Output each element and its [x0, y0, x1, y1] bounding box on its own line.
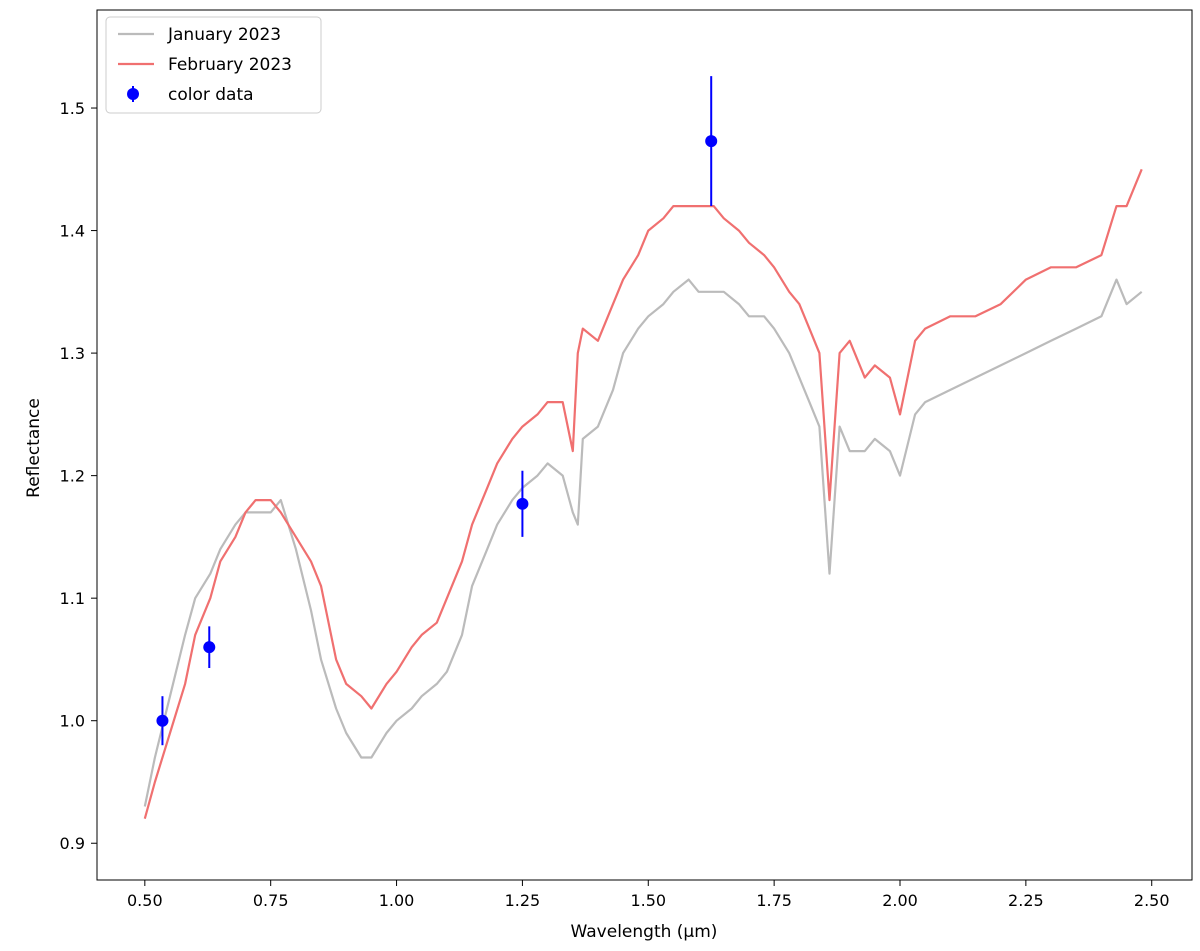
y-tick-label: 1.5 [60, 99, 85, 118]
x-tick-label: 2.00 [882, 891, 918, 910]
series-line-january [143, 278, 1143, 807]
x-axis-label: Wavelength (µm) [571, 922, 718, 942]
legend-label-february: February 2023 [168, 55, 292, 75]
data-point [705, 135, 718, 148]
plot-area [143, 76, 1143, 819]
legend-entry-february: February 2023 [118, 55, 292, 75]
legend-label-january: January 2023 [167, 25, 281, 45]
x-tick-label: 1.00 [379, 891, 415, 910]
y-axis: 0.9 1.0 1.1 1.2 1.3 1.4 1.5 [60, 99, 97, 853]
legend-swatch-marker [127, 88, 139, 100]
series-line-february [143, 168, 1143, 819]
y-axis-label: Reflectance [24, 398, 44, 498]
y-tick-label: 1.0 [60, 712, 85, 731]
x-tick-label: 0.50 [127, 891, 163, 910]
x-tick-label: 0.75 [253, 891, 289, 910]
x-tick-label: 2.25 [1008, 891, 1044, 910]
y-tick-label: 1.4 [60, 222, 85, 241]
x-tick-label: 1.25 [505, 891, 541, 910]
x-tick-label: 1.75 [756, 891, 792, 910]
x-tick-label: 1.50 [630, 891, 666, 910]
data-point [516, 497, 529, 510]
legend-entry-color-data: color data [127, 85, 254, 105]
x-axis: 0.50 0.75 1.00 1.25 1.50 1.75 2.00 2.25 2.50 [127, 880, 1170, 910]
y-tick-label: 0.9 [60, 834, 85, 853]
legend-entry-january: January 2023 [118, 25, 281, 45]
data-point [203, 641, 216, 654]
y-tick-label: 1.3 [60, 344, 85, 363]
y-tick-label: 1.1 [60, 589, 85, 608]
x-tick-label: 2.50 [1134, 891, 1170, 910]
plot-frame [96, 9, 1193, 881]
legend: January 2023 February 2023 color data [105, 16, 322, 114]
data-point [156, 714, 169, 727]
legend-label-color-data: color data [168, 85, 254, 105]
y-tick-label: 1.2 [60, 467, 85, 486]
legend-frame [105, 16, 322, 114]
